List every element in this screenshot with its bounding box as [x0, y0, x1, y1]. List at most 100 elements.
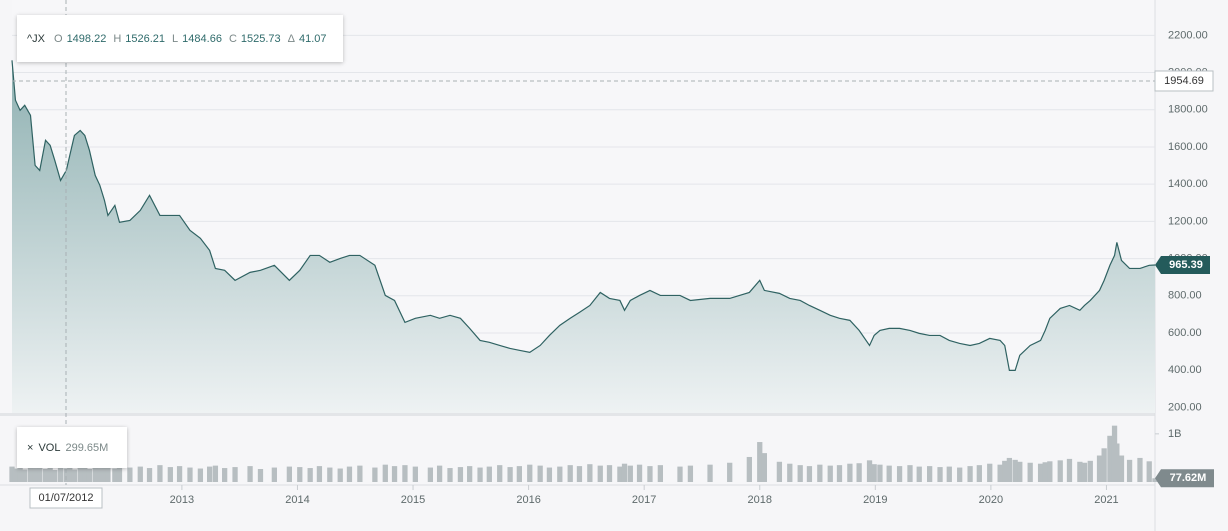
y-tick-label: 1400.00: [1168, 178, 1208, 190]
volume-legend: × VOL 299.65M: [17, 427, 127, 468]
y-tick-label: 600.00: [1168, 327, 1202, 339]
y-tick-label: 200.00: [1168, 401, 1202, 413]
ohlc-label: O: [54, 32, 63, 45]
volume-bar: [576, 466, 583, 482]
volume-bar: [82, 467, 88, 482]
volume-bar: [412, 466, 418, 482]
volume-bar: [146, 468, 153, 482]
volume-bar: [896, 466, 903, 482]
volume-bar: [636, 464, 643, 482]
x-tick-label: 2016: [516, 494, 540, 506]
volume-bar: [157, 465, 163, 482]
volume-name: VOL: [38, 441, 61, 454]
volume-bar: [477, 467, 483, 482]
volume-bar: [787, 463, 793, 482]
volume-bar: [761, 453, 768, 482]
y-tick-label: 800.00: [1168, 290, 1202, 302]
volume-bar: [1027, 462, 1033, 482]
x-tick-label: 2021: [1094, 494, 1118, 506]
volume-bar: [1066, 458, 1073, 482]
y-tick-label: 400.00: [1168, 364, 1202, 376]
price-line: [11, 60, 1156, 371]
volume-bar: [1096, 455, 1103, 482]
volume-bar: [307, 468, 313, 482]
ohlc-label: Δ: [287, 32, 296, 45]
volume-bar: [871, 464, 877, 482]
volume-bar: [817, 464, 823, 482]
volume-bar: [17, 467, 23, 482]
volume-bar: [827, 465, 833, 482]
panel-divider: [0, 413, 1155, 416]
y-tick-label: 1800.00: [1168, 104, 1208, 116]
volume-bar: [1017, 461, 1023, 482]
volume-bar: [1057, 460, 1063, 482]
volume-bar: [67, 466, 73, 482]
volume-bar: [976, 465, 982, 482]
volume-bar: [1146, 461, 1152, 482]
volume-bar: [537, 465, 543, 482]
volume-bar: [546, 467, 553, 482]
volume-bar: [806, 466, 813, 482]
volume-bar: [271, 467, 277, 482]
last-price: 965.39: [1169, 259, 1203, 271]
volume-bar: [27, 465, 34, 482]
volume-bar: [92, 466, 98, 482]
volume-bar: [116, 465, 123, 482]
volume-bar: [112, 468, 118, 482]
volume-bar: [63, 468, 69, 482]
hover-date-tag: [29, 487, 103, 509]
y-tick-label: 1600.00: [1168, 141, 1208, 153]
close-icon[interactable]: ×: [27, 441, 34, 454]
volume-bar: [447, 468, 453, 482]
volume-bar: [1042, 462, 1048, 482]
x-tick-label: 2020: [979, 494, 1003, 506]
volume-bar: [886, 465, 892, 482]
volume-bar: [516, 466, 522, 482]
volume-bar: [247, 466, 253, 482]
volume-bar: [856, 463, 862, 482]
volume-bar: [967, 466, 973, 482]
volume-bar: [9, 466, 15, 482]
ohlc-label: L: [172, 32, 179, 45]
volume-bar: [127, 467, 133, 482]
volume-bar: [847, 463, 853, 482]
volume-bar: [647, 466, 653, 482]
volume-bar: [206, 466, 213, 482]
volume-bar: [486, 466, 492, 482]
volume-tick-label: 1B: [1168, 428, 1181, 440]
ohlc-value: 1525.73: [240, 32, 281, 45]
volume-bar: [1114, 443, 1120, 482]
ohlc: O 1498.22 H 1526.21 L 1484.66 C 1525.73 Δ 41.07: [54, 33, 330, 45]
volume-bar: [197, 468, 204, 482]
volume-bar: [1002, 460, 1008, 482]
volume-bar: [1126, 459, 1133, 482]
volume-bar: [727, 462, 733, 482]
volume-bar: [1037, 463, 1044, 482]
volume-bar: [597, 465, 603, 482]
volume-bar: [71, 469, 78, 482]
hover-price-tag: [1154, 70, 1214, 92]
volume-bar: [587, 464, 593, 482]
volume-bar: [797, 465, 803, 482]
volume-bar: [57, 467, 64, 482]
volume-bar: [836, 465, 843, 482]
volume-bar: [402, 465, 408, 482]
x-tick-label: 2019: [863, 494, 887, 506]
x-tick-label: 2018: [748, 494, 772, 506]
volume-bar: [1118, 455, 1125, 482]
ohlc-value: 1498.22: [66, 32, 107, 45]
last-volume: 77.62M: [1170, 472, 1207, 484]
volume-bar: [52, 469, 58, 482]
y-tick-label: 1200.00: [1168, 215, 1208, 227]
volume-bar: [507, 467, 513, 482]
legend: ^JX O 1498.22 H 1526.21 L 1484.66 C 1525.73 Δ 41.…: [17, 15, 343, 62]
volume-bar: [617, 466, 623, 482]
volume-bar: [1107, 435, 1113, 482]
volume-bar: [957, 467, 963, 482]
volume-bar: [907, 465, 913, 482]
hover-date: 01/07/2012: [38, 492, 93, 504]
last-volume-tag: [1155, 469, 1214, 488]
volume-bar: [677, 466, 683, 482]
volume-bar: [1012, 459, 1018, 482]
